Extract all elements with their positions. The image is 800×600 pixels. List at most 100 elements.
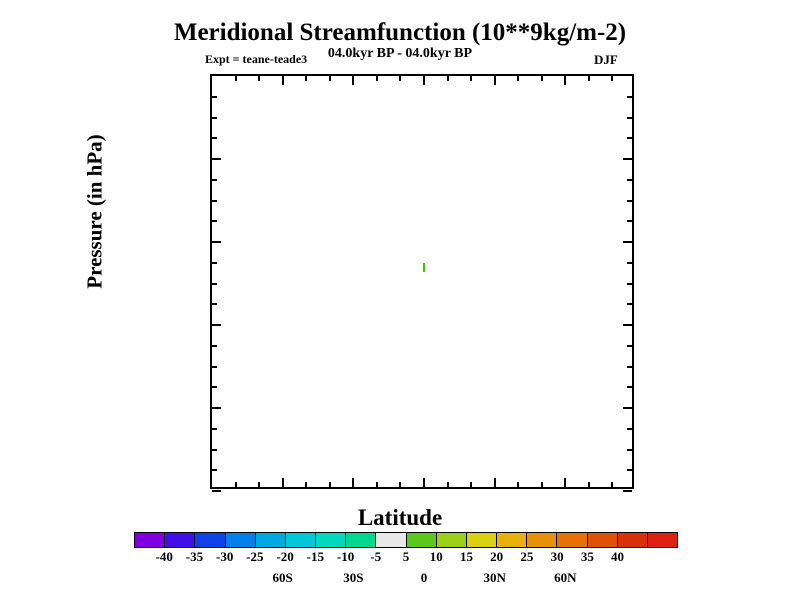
x-axis-minor-tick	[375, 482, 378, 487]
y-axis-minor-tick	[627, 365, 632, 368]
y-axis-minor-tick	[212, 220, 217, 223]
y-axis-minor-tick	[212, 116, 217, 119]
y-axis-tick	[212, 407, 221, 409]
x-axis-minor-tick	[234, 482, 237, 487]
y-axis-minor-tick	[627, 220, 632, 223]
colorbar-segment	[225, 533, 256, 547]
y-axis-minor-tick	[212, 303, 217, 306]
colorbar-ticklabel: -15	[306, 549, 324, 564]
x-axis-minor-tick	[328, 482, 331, 487]
experiment-label: Expt = teane-teade3	[205, 52, 308, 66]
y-axis-minor-tick	[212, 137, 217, 140]
y-axis-tick	[212, 158, 221, 160]
y-axis-tick	[212, 490, 221, 492]
colorbar-segment	[255, 533, 286, 547]
colorbar-segment	[195, 533, 226, 547]
colorbar-segment	[436, 533, 467, 547]
x-axis-minor-tick	[540, 76, 543, 81]
x-axis-ticklabel: 30S	[343, 570, 364, 585]
y-axis-tick	[623, 241, 632, 243]
x-axis-minor-tick	[328, 76, 331, 81]
y-axis-minor-tick	[627, 116, 632, 119]
x-axis-minor-tick	[399, 76, 402, 81]
plot-frame: 200400600800100060S30S030N60N	[210, 74, 634, 585]
x-axis-title: Latitude	[357, 505, 443, 530]
y-axis-minor-tick	[212, 448, 217, 451]
colorbar-ticklabel: -25	[246, 549, 264, 564]
colorbar-ticklabel: -30	[215, 549, 234, 564]
colorbar-segment	[406, 533, 437, 547]
season-label: DJF	[594, 52, 618, 67]
x-axis-ticklabel: 60S	[272, 570, 293, 585]
x-axis-minor-tick	[540, 482, 543, 487]
colorbar-segment	[466, 533, 498, 547]
x-axis-minor-tick	[258, 482, 261, 487]
x-axis-minor-tick	[258, 76, 261, 81]
y-axis-minor-tick	[212, 365, 217, 368]
y-axis-minor-tick	[627, 427, 632, 430]
colorbar-ticklabel: 25	[520, 549, 534, 564]
colorbar-segment	[316, 533, 347, 547]
x-axis-tick	[352, 478, 355, 487]
y-axis-minor-tick	[627, 95, 632, 98]
y-axis-minor-tick	[212, 469, 217, 472]
x-axis-tick	[493, 478, 496, 487]
x-axis-tick	[281, 76, 284, 85]
y-axis-minor-tick	[212, 178, 217, 181]
x-axis-minor-tick	[611, 76, 614, 81]
colorbar-ticklabel: 35	[580, 549, 594, 564]
y-axis-tick	[623, 407, 632, 409]
y-axis-minor-tick	[627, 137, 632, 140]
y-axis-minor-tick	[212, 261, 217, 264]
y-axis-minor-tick	[212, 344, 217, 347]
y-axis-minor-tick	[627, 448, 632, 451]
y-axis-minor-tick	[627, 261, 632, 264]
x-axis-tick	[352, 76, 355, 85]
y-axis-minor-tick	[627, 282, 632, 285]
x-axis-minor-tick	[470, 482, 473, 487]
colorbar-segment	[587, 533, 618, 547]
x-axis-minor-tick	[399, 482, 402, 487]
x-axis-minor-tick	[611, 482, 614, 487]
x-axis-tick	[564, 478, 567, 487]
y-axis-minor-tick	[627, 178, 632, 181]
colorbar-segment	[617, 533, 648, 547]
x-axis-tick	[564, 76, 567, 85]
colorbar-segment	[346, 533, 377, 547]
colorbar-ticklabel: -10	[336, 549, 355, 564]
y-axis-minor-tick	[627, 199, 632, 202]
y-axis-minor-tick	[627, 344, 632, 347]
colorbar-ticklabel: -20	[276, 549, 294, 564]
y-axis-tick	[623, 490, 632, 492]
colorbar-segment	[285, 533, 317, 547]
x-axis-tick	[423, 478, 425, 487]
colorbar-ticklabel: 40	[611, 549, 625, 564]
colorbar-segment	[165, 533, 196, 547]
y-axis-minor-tick	[212, 386, 217, 389]
y-axis-title: Pressure (in hPa)	[82, 134, 107, 289]
x-axis-minor-tick	[587, 76, 590, 81]
y-axis-minor-tick	[212, 427, 217, 430]
y-axis-minor-tick	[627, 386, 632, 389]
y-axis-minor-tick	[212, 199, 217, 202]
colorbar-ticklabel: 15	[459, 549, 473, 564]
x-axis-minor-tick	[305, 76, 308, 81]
x-axis-ticklabel: 0	[420, 570, 428, 585]
x-axis-minor-tick	[517, 482, 520, 487]
y-axis-tick	[623, 324, 632, 326]
y-axis-minor-tick	[212, 95, 217, 98]
colorbar-segment	[497, 533, 528, 547]
chart-subtitle: 04.0kyr BP - 04.0kyr BP	[327, 46, 473, 61]
y-axis-minor-tick	[212, 282, 217, 285]
x-axis-minor-tick	[517, 76, 520, 81]
y-axis-tick	[212, 324, 221, 326]
x-axis-minor-tick	[587, 482, 590, 487]
colorbar-ticklabel: -35	[185, 549, 204, 564]
x-axis-tick	[281, 478, 284, 487]
colorbar-segment	[557, 533, 588, 547]
data-mark	[423, 262, 425, 272]
colorbar-ticklabel: 20	[490, 549, 504, 564]
colorbar-ticklabel: 30	[550, 549, 564, 564]
y-axis-minor-tick	[627, 303, 632, 306]
